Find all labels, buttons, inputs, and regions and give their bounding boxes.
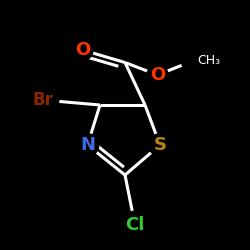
Circle shape xyxy=(149,134,171,156)
Text: O: O xyxy=(75,41,90,59)
Circle shape xyxy=(72,40,93,60)
Text: O: O xyxy=(150,66,165,84)
Circle shape xyxy=(121,211,149,239)
Circle shape xyxy=(76,134,99,156)
Text: S: S xyxy=(154,136,166,154)
Text: Br: Br xyxy=(32,91,53,109)
Circle shape xyxy=(147,64,168,86)
Text: CH₃: CH₃ xyxy=(198,54,221,66)
Circle shape xyxy=(26,84,59,116)
Text: Cl: Cl xyxy=(125,216,145,234)
Text: N: N xyxy=(80,136,95,154)
Circle shape xyxy=(181,46,209,74)
